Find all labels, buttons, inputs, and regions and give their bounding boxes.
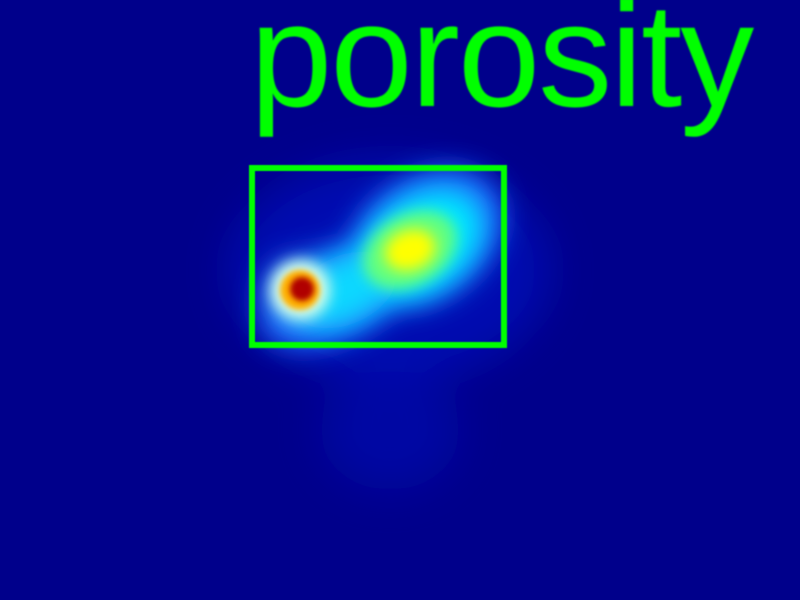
detection-bounding-box: [249, 165, 507, 348]
heat-hotspot: [270, 260, 330, 320]
heat-blob-yellow: [384, 229, 436, 271]
detection-label: porosity: [250, 0, 754, 138]
